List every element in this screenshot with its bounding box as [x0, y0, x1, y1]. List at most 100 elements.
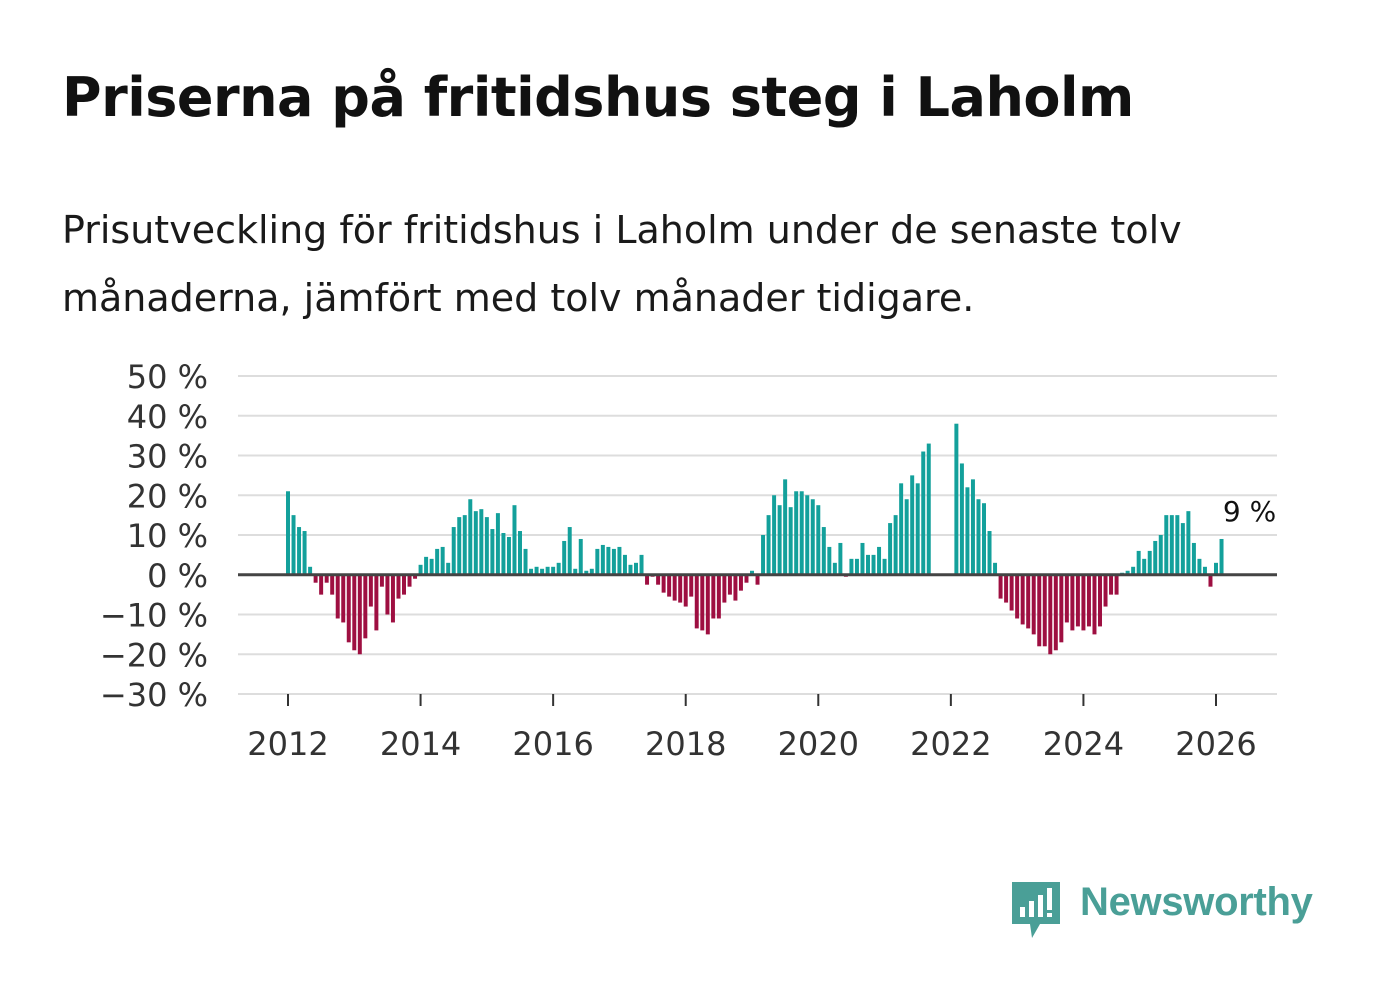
bar [854, 558, 859, 575]
bar [451, 527, 456, 575]
bar [722, 574, 727, 603]
bar [479, 509, 484, 575]
bar [457, 517, 462, 575]
bar [484, 517, 489, 575]
bar [849, 558, 854, 575]
bar [1031, 574, 1036, 635]
bar [1208, 574, 1213, 587]
bar [877, 546, 882, 575]
bar [1125, 570, 1130, 575]
bar [683, 574, 688, 607]
bar [440, 546, 445, 575]
bar [1175, 515, 1180, 575]
bar [1164, 515, 1169, 575]
bar [1015, 574, 1020, 619]
bar [761, 535, 766, 575]
x-tick-label: 2022 [910, 725, 991, 763]
x-tick-label: 2018 [645, 725, 726, 763]
bar [1142, 558, 1147, 575]
bar [374, 574, 379, 631]
bar [1153, 540, 1158, 575]
bar [506, 536, 511, 575]
bar [352, 574, 357, 651]
bar [335, 574, 340, 619]
bar [1114, 574, 1119, 595]
x-tick-label: 2024 [1043, 725, 1124, 763]
bar [589, 568, 594, 575]
x-tick-label: 2016 [512, 725, 593, 763]
bar [1197, 558, 1202, 575]
bar [291, 515, 296, 575]
bar [910, 475, 915, 575]
bar [529, 568, 534, 575]
bar [324, 574, 329, 583]
bar [628, 564, 633, 575]
bar [446, 562, 451, 575]
bar [1169, 515, 1174, 575]
bar [562, 540, 567, 575]
bar [1092, 574, 1097, 635]
bar [385, 574, 390, 615]
bar [600, 544, 605, 575]
bar [827, 546, 832, 575]
bar [379, 574, 384, 587]
bar [1219, 538, 1224, 575]
bar [805, 495, 810, 575]
bar [297, 527, 302, 575]
y-tick-label: 0 % [147, 557, 208, 595]
bar [578, 538, 583, 575]
bar [396, 574, 401, 599]
bar [390, 574, 395, 623]
x-tick-label: 2020 [778, 725, 859, 763]
y-tick-label: −30 % [100, 676, 208, 714]
bar [584, 570, 589, 575]
bar [429, 558, 434, 575]
bar [622, 554, 627, 575]
bar [1064, 574, 1069, 623]
bar [313, 574, 318, 583]
bar [788, 507, 793, 575]
bar [821, 527, 826, 575]
bar [810, 499, 815, 575]
bar [402, 574, 406, 595]
bar [556, 562, 561, 575]
bar [987, 531, 992, 575]
bar [1136, 550, 1141, 575]
bar [308, 566, 313, 575]
bar [1070, 574, 1075, 631]
y-tick-label: 50 % [127, 358, 208, 396]
bar [689, 574, 694, 597]
bar [540, 568, 545, 575]
bar [700, 574, 705, 631]
bar [462, 515, 467, 575]
bar [1191, 542, 1196, 575]
bar [711, 574, 716, 619]
bar [1075, 574, 1080, 627]
bar [1037, 574, 1042, 647]
x-tick-label: 2012 [247, 725, 328, 763]
bar [363, 574, 368, 639]
bars [286, 423, 1224, 655]
y-tick-label: −20 % [100, 636, 208, 674]
brand-name: Newsworthy [1080, 880, 1313, 924]
bar [1214, 562, 1218, 575]
bar [866, 554, 870, 575]
bar [888, 523, 893, 575]
x-axis: 2012 2014 2016 2018 2020 2022 2024 2026 [238, 693, 1277, 763]
bar [1131, 566, 1136, 575]
bar [534, 566, 539, 575]
bar [1059, 574, 1064, 643]
bar [993, 562, 998, 575]
bar [772, 495, 777, 575]
x-tick-label: 2026 [1175, 725, 1256, 763]
bar [1147, 550, 1152, 575]
bar [341, 574, 346, 623]
bar [330, 574, 335, 595]
bar [567, 527, 572, 575]
bar [634, 562, 638, 575]
bar [694, 574, 699, 629]
bar [518, 531, 522, 575]
bar [860, 542, 865, 575]
bar [744, 574, 749, 583]
last-value-annotation: 9 % [1223, 495, 1276, 528]
